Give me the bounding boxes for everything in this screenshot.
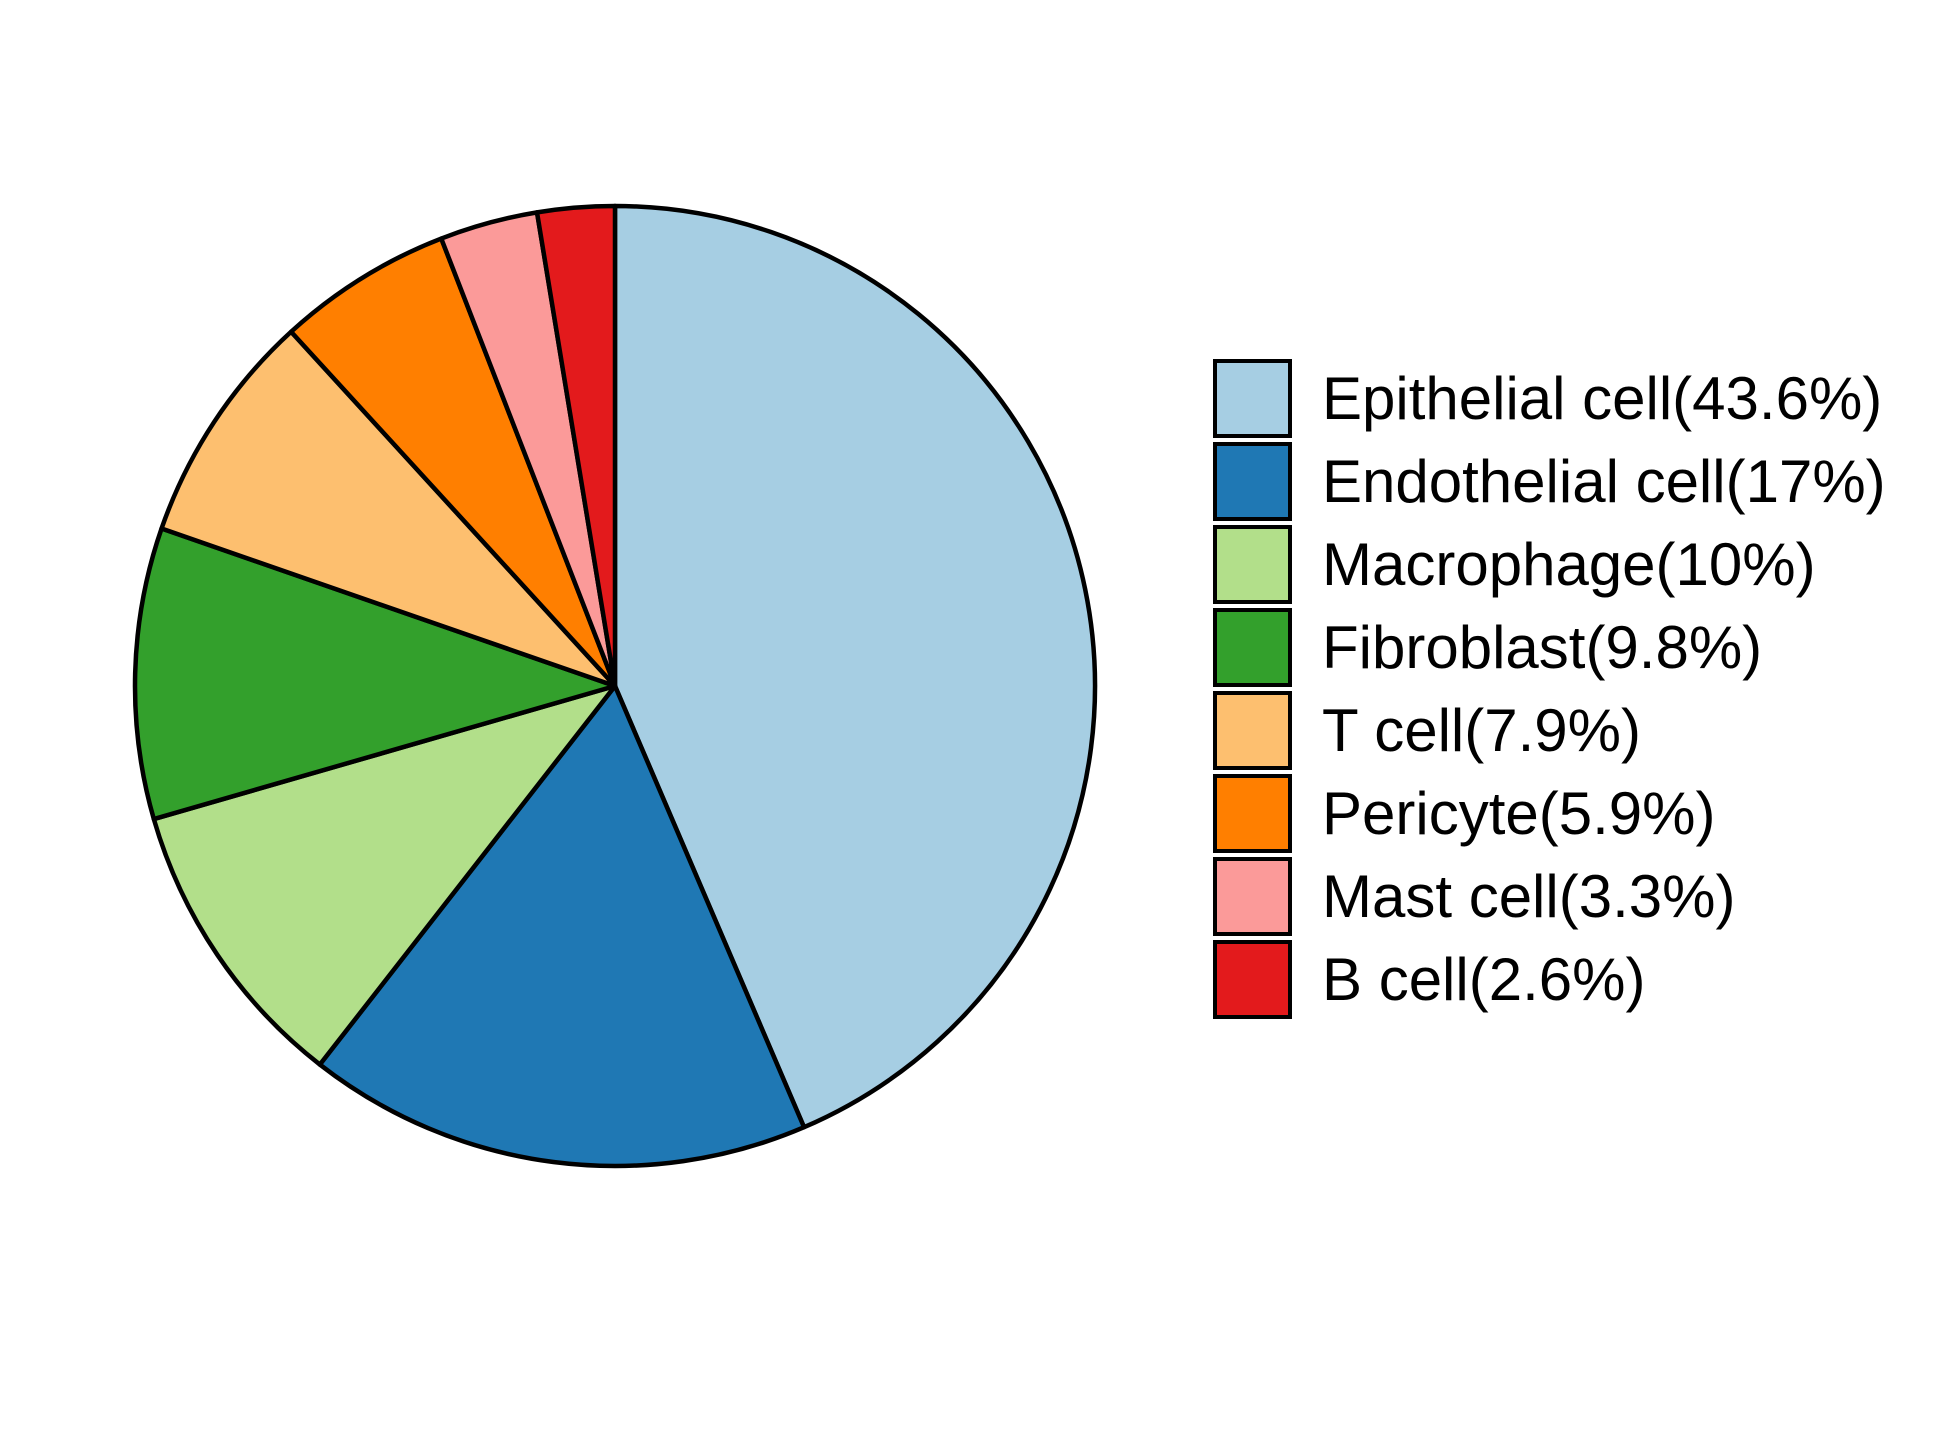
legend-label: Mast cell(3.3%) bbox=[1322, 862, 1736, 930]
pie-slice-b-cell bbox=[534, 203, 618, 689]
legend-swatch-epithelial-cell bbox=[1213, 359, 1292, 438]
pie-slice-pericyte bbox=[288, 236, 618, 689]
pie-slice-t-cell bbox=[159, 329, 618, 689]
legend-item: Pericyte(5.9%) bbox=[1213, 774, 1886, 853]
legend-item: Endothelial cell(17%) bbox=[1213, 442, 1886, 521]
legend-swatch-macrophage bbox=[1213, 525, 1292, 604]
legend-item: Macrophage(10%) bbox=[1213, 525, 1886, 604]
legend-swatch-t-cell bbox=[1213, 691, 1292, 770]
legend-item: Mast cell(3.3%) bbox=[1213, 857, 1886, 936]
legend-label: T cell(7.9%) bbox=[1322, 696, 1641, 764]
legend-item: T cell(7.9%) bbox=[1213, 691, 1886, 770]
pie-slice-endothelial-cell bbox=[317, 683, 807, 1169]
legend-label: Macrophage(10%) bbox=[1322, 530, 1816, 598]
legend-swatch-mast-cell bbox=[1213, 857, 1292, 936]
legend: Epithelial cell(43.6%) Endothelial cell(… bbox=[1213, 359, 1886, 1023]
legend-label: Pericyte(5.9%) bbox=[1322, 779, 1716, 847]
pie-slice-fibroblast bbox=[132, 526, 618, 822]
legend-label: Fibroblast(9.8%) bbox=[1322, 613, 1763, 681]
legend-item: B cell(2.6%) bbox=[1213, 940, 1886, 1019]
legend-swatch-fibroblast bbox=[1213, 608, 1292, 687]
legend-item: Epithelial cell(43.6%) bbox=[1213, 359, 1886, 438]
legend-swatch-endothelial-cell bbox=[1213, 442, 1292, 521]
pie-slice-macrophage bbox=[151, 683, 618, 1067]
legend-item: Fibroblast(9.8%) bbox=[1213, 608, 1886, 687]
pie-slice-epithelial-cell bbox=[612, 203, 1098, 1130]
legend-label: Endothelial cell(17%) bbox=[1322, 447, 1886, 515]
legend-swatch-pericyte bbox=[1213, 774, 1292, 853]
legend-label: Epithelial cell(43.6%) bbox=[1322, 364, 1883, 432]
legend-label: B cell(2.6%) bbox=[1322, 945, 1646, 1013]
legend-swatch-b-cell bbox=[1213, 940, 1292, 1019]
